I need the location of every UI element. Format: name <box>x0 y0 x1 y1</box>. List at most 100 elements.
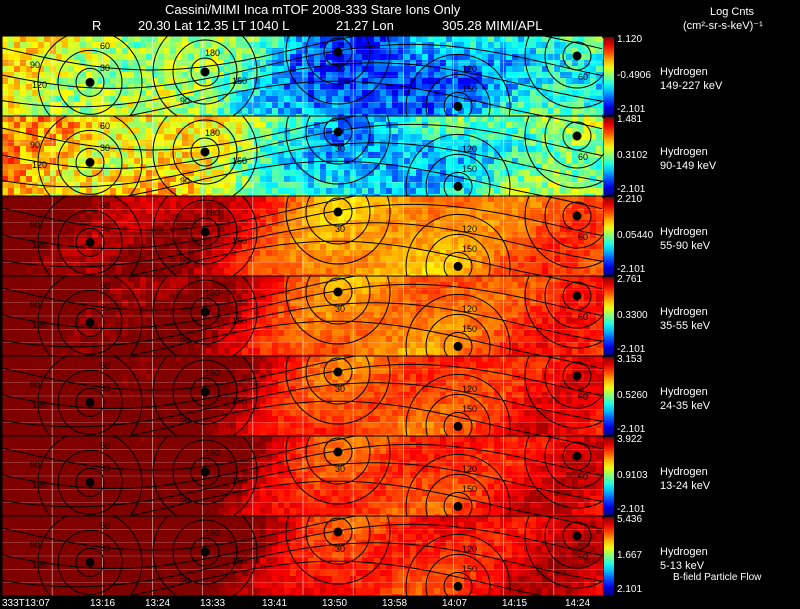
contour-wave <box>2 116 603 151</box>
contour-circle <box>405 533 511 596</box>
contour-label: 30 <box>335 304 345 314</box>
contour-label: 120 <box>32 480 47 490</box>
contour-label: 180 <box>205 48 220 58</box>
header-title: Cassini/MIMI Inca mTOF 2008-333 Stare Io… <box>165 2 461 17</box>
contour-circle <box>425 73 491 116</box>
colorbar-min-value: -2.101 <box>617 104 646 115</box>
panel-cells <box>2 276 604 356</box>
field-direction-dot <box>333 287 343 297</box>
field-direction-dot <box>85 77 95 87</box>
contour-label: 150 <box>232 156 247 166</box>
contour-wave <box>2 356 603 391</box>
contour-label: 150 <box>232 396 247 406</box>
contour-circle <box>544 36 604 89</box>
contour-wave <box>124 320 547 356</box>
contour-label: 30 <box>100 543 110 553</box>
contour-label: 90 <box>180 336 190 346</box>
contour-label: 120 <box>32 240 47 250</box>
colorbar-max-value: 3.922 <box>617 434 643 445</box>
contour-wave <box>124 480 547 516</box>
field-direction-dot <box>572 211 582 221</box>
contour-label: 90 <box>30 380 40 390</box>
contour-circle <box>305 356 371 405</box>
contour-circle <box>524 436 604 509</box>
contour-circle <box>443 491 473 516</box>
panel-6: 90 120 60 30 90 180 150 30 120 150 60 <box>1 435 614 517</box>
contour-circle <box>152 276 258 356</box>
field-direction-dot <box>200 227 210 237</box>
contour-circle <box>443 251 473 276</box>
contour-circle <box>152 36 258 116</box>
contour-circle <box>323 357 353 387</box>
panel-cells <box>2 196 604 276</box>
contour-circle <box>190 57 220 87</box>
field-direction-dot <box>453 101 463 111</box>
panel-energy-label: 149-227 keV <box>660 80 723 92</box>
colorbar-min-value: 2.101 <box>617 584 643 595</box>
contour-label: 180 <box>205 288 220 298</box>
colorbar-max-value: 3.153 <box>617 354 643 365</box>
contour-circle <box>285 356 391 425</box>
contour-circle <box>75 467 105 497</box>
contour-label: 120 <box>462 544 477 554</box>
contour-label: 90 <box>180 576 190 586</box>
contour-label: 120 <box>32 400 47 410</box>
panel-cells <box>2 116 604 196</box>
x-tick-label: 14:07 <box>442 598 468 609</box>
contour-circle <box>57 289 123 355</box>
contour-label: 180 <box>205 368 220 378</box>
contour-label: 30 <box>100 143 110 153</box>
contour-circle <box>75 387 105 417</box>
contour-label: 30 <box>335 64 345 74</box>
contour-label: 30 <box>100 223 110 233</box>
contour-wave <box>124 240 547 276</box>
contour-circle <box>425 553 491 596</box>
field-direction-dot <box>85 317 95 327</box>
x-tick-label: 14:24 <box>565 598 591 609</box>
field-direction-dot <box>333 207 343 217</box>
x-tick-label: 13:16 <box>90 598 116 609</box>
field-direction-dot <box>453 181 463 191</box>
contour-circle <box>285 276 391 345</box>
contour-circle <box>405 293 511 356</box>
contour-wave <box>124 160 547 196</box>
contour-wave <box>2 196 603 231</box>
contour-circle <box>405 53 511 116</box>
contour-wave <box>2 36 603 71</box>
contour-label: 90 <box>30 540 40 550</box>
contour-label: 30 <box>335 384 345 394</box>
contour-lines <box>2 276 604 356</box>
colorbar <box>604 357 614 435</box>
contour-label: 150 <box>232 316 247 326</box>
panel-species-label: Hydrogen <box>660 66 708 78</box>
field-direction-dot <box>200 67 210 77</box>
panel-energy-label: 5-13 keV <box>660 560 705 572</box>
contour-wave <box>2 516 603 551</box>
header-r-label: R <box>92 18 102 33</box>
contour-circle <box>323 277 353 307</box>
colorbar-min-value: -2.101 <box>617 504 646 515</box>
contour-label: 120 <box>462 304 477 314</box>
contour-circle <box>425 233 491 276</box>
field-direction-dot <box>453 261 463 271</box>
contour-wave <box>2 283 603 329</box>
contour-label: 30 <box>100 383 110 393</box>
panel-energy-label: 24-35 keV <box>660 400 711 412</box>
contour-circle <box>190 297 220 327</box>
contour-circle <box>190 377 220 407</box>
colorbar-min-value: -2.101 <box>617 184 646 195</box>
contour-circle <box>425 473 491 516</box>
panel-cells <box>2 436 604 516</box>
contour-wave <box>124 80 547 116</box>
colorbar <box>604 37 614 115</box>
contour-label: 120 <box>462 464 477 474</box>
contour-label: 120 <box>462 384 477 394</box>
contour-wave <box>2 123 603 169</box>
contour-label: 150 <box>232 476 247 486</box>
colorbar-title-line1: Log Cnts <box>710 6 755 18</box>
contour-wave <box>2 62 603 108</box>
contour-circle <box>285 116 391 185</box>
panel-species-label: Hydrogen <box>660 466 708 478</box>
contour-circle <box>524 516 604 589</box>
field-direction-dot <box>572 51 582 61</box>
